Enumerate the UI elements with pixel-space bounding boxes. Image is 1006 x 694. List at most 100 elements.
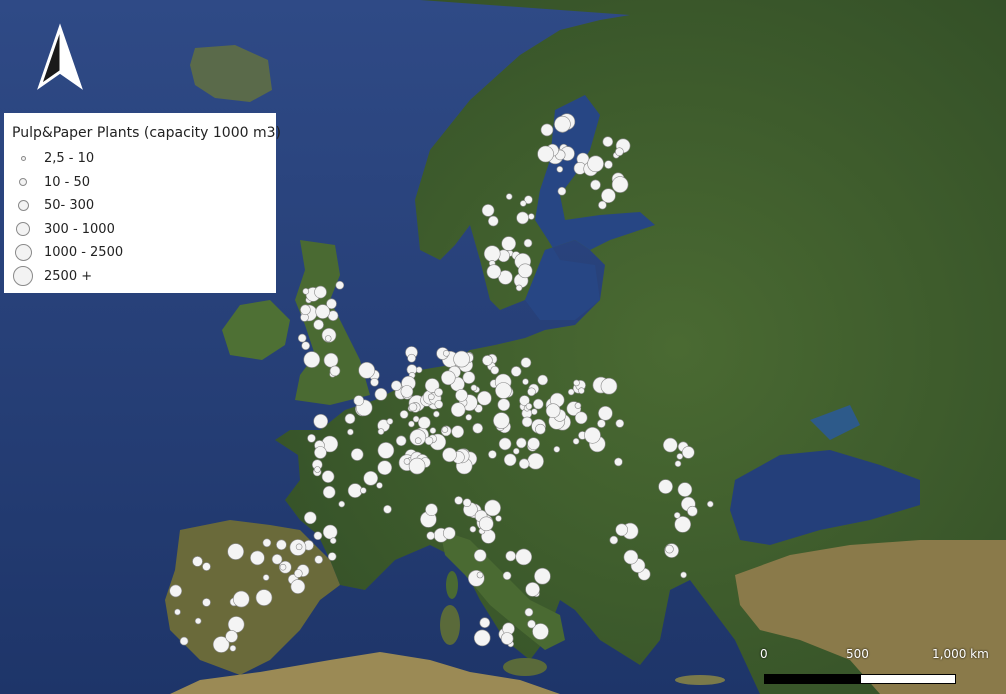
plant-marker (347, 428, 354, 436)
plant-marker (482, 355, 493, 366)
plant-marker (329, 537, 337, 545)
plant-marker (674, 516, 692, 533)
plant-marker (615, 419, 625, 428)
plant-marker (490, 365, 500, 375)
plant-marker (427, 393, 435, 401)
plant-marker (303, 511, 317, 525)
plant-marker (502, 571, 512, 581)
plant-marker (545, 403, 561, 419)
plant-marker (233, 590, 250, 608)
plant-marker (604, 160, 613, 169)
plant-marker (486, 264, 502, 280)
plant-marker (390, 380, 402, 392)
legend-circle-icon (12, 171, 34, 193)
plant-marker (370, 377, 379, 387)
plant-marker (521, 416, 533, 428)
plant-marker (525, 402, 533, 410)
plant-marker (363, 470, 379, 486)
plant-marker (279, 563, 287, 571)
plant-marker (687, 505, 698, 517)
plant-marker (297, 333, 307, 343)
plant-marker (516, 211, 529, 225)
plant-marker (347, 483, 363, 498)
plant-marker (609, 535, 619, 545)
plant-marker (597, 419, 606, 428)
plant-marker (554, 115, 571, 133)
scale-segment-black (764, 674, 860, 684)
plant-marker (676, 453, 684, 460)
plant-marker (602, 136, 614, 147)
plant-marker (400, 385, 414, 398)
plant-marker (477, 390, 492, 406)
plant-marker (321, 470, 335, 483)
plant-marker (611, 176, 629, 193)
plant-marker (440, 370, 456, 386)
plant-marker (535, 423, 546, 435)
plant-marker (623, 549, 639, 565)
legend-label: 300 - 1000 (44, 221, 115, 237)
plant-marker (225, 630, 238, 643)
plant-marker (417, 416, 431, 430)
black-sea (730, 450, 920, 545)
legend-circle-icon (12, 195, 34, 217)
plant-marker (493, 412, 510, 429)
plant-marker (534, 567, 551, 585)
plant-marker (518, 458, 530, 470)
plant-marker (478, 516, 494, 532)
scale-label-1000: 1,000 km (932, 647, 989, 661)
plant-marker (408, 420, 415, 428)
plant-marker (495, 382, 512, 399)
plant-marker (665, 544, 674, 554)
legend-item: 1000 - 2500 (12, 241, 268, 265)
plant-marker (326, 298, 337, 310)
plant-marker (470, 384, 478, 392)
plant-marker (441, 426, 449, 433)
plant-marker (488, 450, 497, 459)
plant-marker (584, 426, 601, 444)
plant-marker (658, 479, 673, 494)
land-iberia (165, 520, 340, 675)
plant-marker (520, 357, 532, 368)
plant-marker (442, 526, 456, 540)
legend-item: 2,5 - 10 (12, 147, 268, 171)
plant-marker (454, 496, 463, 505)
plant-marker (442, 349, 450, 357)
plant-marker (409, 429, 427, 446)
plant-marker (314, 555, 324, 564)
legend-label: 10 - 50 (44, 174, 91, 190)
legend-item: 10 - 50 (12, 171, 268, 195)
plant-marker (271, 553, 283, 565)
plant-marker (557, 186, 567, 196)
plant-marker (519, 395, 530, 406)
plant-marker (598, 405, 613, 421)
plant-marker (426, 531, 436, 541)
legend-circle-icon (12, 265, 34, 287)
plant-marker (313, 531, 323, 541)
plant-marker (598, 200, 607, 210)
legend-circle-icon (12, 242, 34, 264)
plant-marker (262, 574, 270, 581)
plant-marker (497, 398, 511, 412)
plant-marker (322, 485, 336, 499)
plant-marker (540, 123, 554, 137)
land-italy (440, 530, 565, 650)
plant-marker (450, 402, 466, 418)
legend-title: Pulp&Paper Plants (capacity 1000 m3) (12, 125, 281, 141)
plant-marker (359, 487, 367, 494)
plant-marker (537, 145, 554, 163)
plant-marker (476, 571, 484, 579)
plant-marker (179, 636, 189, 646)
plant-marker (313, 319, 324, 331)
plant-marker (615, 523, 629, 537)
plant-markers (169, 113, 714, 653)
plant-marker (227, 543, 244, 560)
plant-marker (574, 402, 582, 409)
legend-item: 50- 300 (12, 194, 268, 218)
plant-marker (662, 437, 678, 453)
plant-marker (515, 548, 533, 566)
legend-circle-icon (12, 218, 34, 240)
plant-marker (300, 304, 311, 316)
plant-marker (403, 458, 411, 465)
legend-label: 2,5 - 10 (44, 151, 95, 167)
